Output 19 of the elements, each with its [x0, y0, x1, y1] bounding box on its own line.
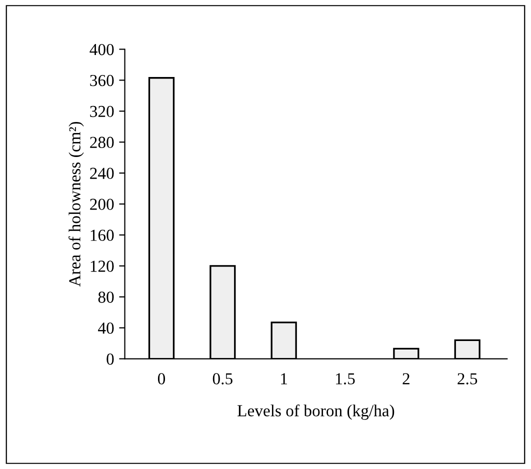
y-axis-title: Area of holowness (cm²) — [68, 122, 84, 287]
y-tick-label: 400 — [90, 44, 114, 56]
y-tick-label: 120 — [90, 260, 114, 272]
x-tick-label: 0 — [158, 373, 166, 384]
x-axis-title: Levels of boron (kg/ha) — [238, 404, 394, 420]
y-tick-label: 160 — [90, 230, 114, 241]
y-tick-label: 40 — [98, 322, 114, 334]
y-tick-label: 240 — [90, 168, 114, 180]
x-tick-label: 0.5 — [212, 373, 232, 384]
y-tick-label: 360 — [90, 74, 114, 86]
y-tick-label: 200 — [90, 198, 114, 210]
y-tick-label: 0 — [106, 353, 114, 365]
x-tick-label: 2.5 — [458, 373, 478, 384]
x-tick-label: 2 — [402, 373, 410, 384]
x-tick-label: 1.5 — [336, 373, 355, 384]
y-tick-label: 280 — [90, 136, 114, 148]
y-tick-label: 80 — [98, 292, 114, 303]
y-tick-label: 320 — [90, 106, 114, 118]
x-tick-label: 1 — [281, 373, 287, 384]
